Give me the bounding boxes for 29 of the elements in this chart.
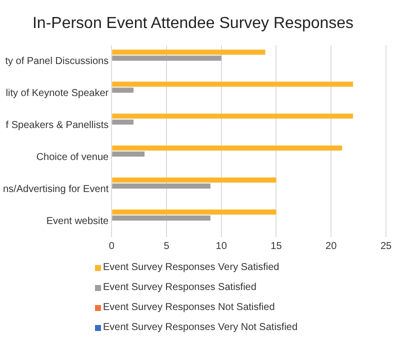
y-tick-label: lity of Keynote Speaker [6,88,110,99]
bar [112,82,354,87]
legend-label: Event Survey Responses Satisfied [103,281,256,295]
bar [112,56,222,61]
x-tick-label: 5 [164,240,170,252]
y-tick-label: f Speakers & Panellists [6,120,109,131]
bar [112,88,134,93]
bar [112,152,145,157]
chart-title: In-Person Event Attendee Survey Responses [32,15,354,32]
bar [112,184,210,189]
bar [112,146,342,151]
legend-label: Event Survey Responses Very Not Satisfied [103,321,298,335]
bar [112,120,134,125]
x-tick-label: 20 [326,240,338,252]
y-tick-label: ns/Advertising for Event [2,184,109,195]
x-tick-label: 15 [270,240,282,252]
y-tick-label: Choice of venue [36,152,110,163]
y-tick-label: Event website [46,216,110,227]
bar [112,114,354,119]
bar [112,215,210,221]
bar [112,178,276,183]
bar [112,209,276,215]
legend-label: Event Survey Responses Very Satisfied [103,261,280,275]
y-tick-label: ty of Panel Discussions [5,56,109,67]
legend-label: Event Survey Responses Not Satisfied [103,301,275,315]
bar [112,50,266,55]
x-tick-label: 25 [380,240,392,252]
x-tick-label: 0 [108,240,115,252]
x-tick-label: 10 [216,240,228,252]
